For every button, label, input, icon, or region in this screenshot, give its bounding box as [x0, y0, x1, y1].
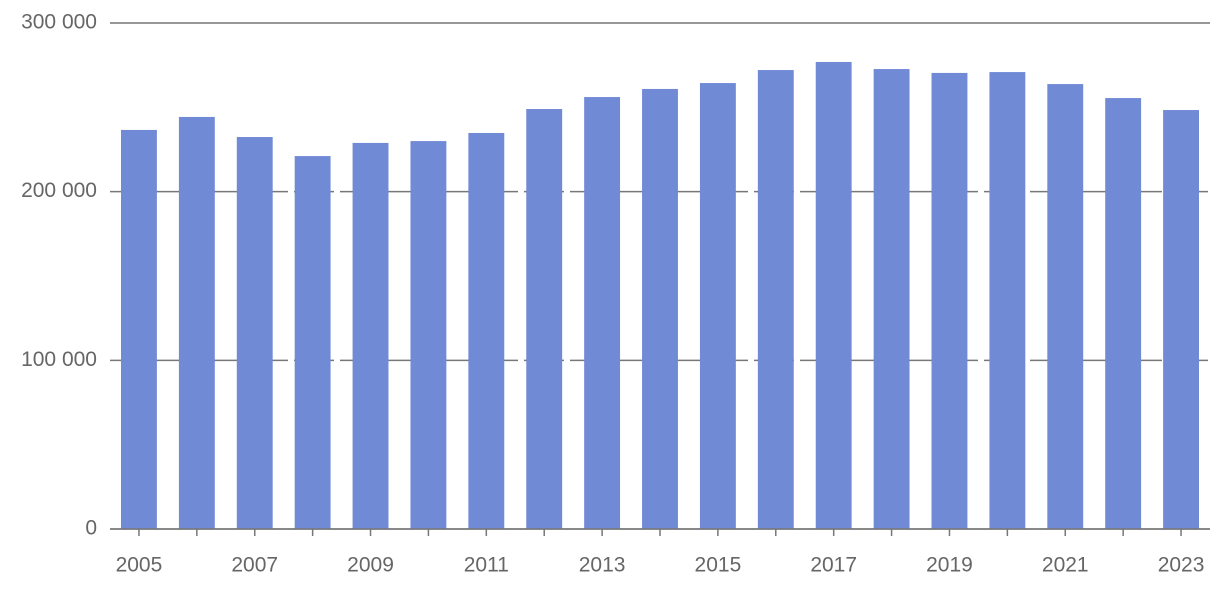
- bar: [468, 132, 505, 529]
- bar: [757, 70, 794, 530]
- x-tick-label: 2007: [231, 554, 278, 577]
- bar: [236, 137, 273, 529]
- bar: [584, 97, 621, 529]
- x-tick-label: 2009: [347, 554, 394, 577]
- bar: [815, 61, 852, 529]
- y-tick-label: 300 000: [21, 11, 97, 34]
- bar: [931, 72, 968, 530]
- x-tick-label: 2005: [116, 554, 163, 577]
- bar: [178, 116, 215, 530]
- bar: [294, 156, 331, 529]
- x-tick-label: 2015: [695, 554, 742, 577]
- x-tick-label: 2011: [464, 554, 509, 577]
- bar: [410, 141, 447, 530]
- x-tick-label: 2017: [810, 554, 857, 577]
- bar: [1163, 110, 1199, 530]
- bar: [1105, 98, 1142, 529]
- bar: [121, 129, 157, 529]
- bar: [526, 109, 563, 530]
- bar: [352, 142, 389, 529]
- x-tick-label: 2023: [1158, 554, 1205, 577]
- y-tick-label: 200 000: [21, 179, 97, 202]
- x-tick-label: 2013: [579, 554, 626, 577]
- bar: [642, 88, 678, 529]
- y-tick-label: 100 000: [21, 348, 97, 371]
- x-tick-label: 2019: [926, 554, 973, 577]
- y-tick-label: 0: [85, 517, 97, 540]
- bar: [873, 69, 910, 530]
- bar: [699, 83, 736, 529]
- bar: [989, 72, 1026, 529]
- x-tick-label: 2021: [1042, 554, 1089, 577]
- bar: [1047, 84, 1084, 529]
